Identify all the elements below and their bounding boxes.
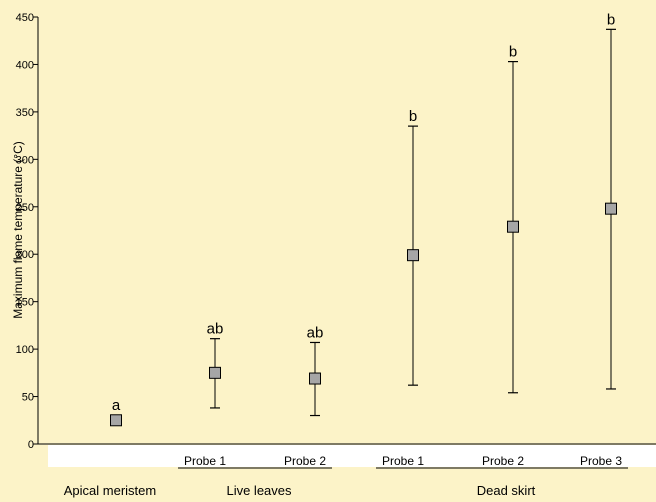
significance-label: a <box>112 397 121 414</box>
group-label: Dead skirt <box>477 483 536 498</box>
y-tick-label: 150 <box>16 297 34 309</box>
category-labels: Probe 1 Probe 2 Probe 1 Probe 2 Probe 3 <box>184 454 622 468</box>
significance-label: b <box>409 108 417 125</box>
significance-label: ab <box>207 321 224 338</box>
mean-marker <box>407 249 419 262</box>
y-tick-label: 50 <box>22 392 34 404</box>
significance-label: b <box>607 11 615 28</box>
category-label: Probe 3 <box>580 454 622 468</box>
mean-marker <box>110 414 122 427</box>
y-tick-label: 0 <box>28 439 34 451</box>
category-label: Probe 2 <box>482 454 524 468</box>
y-tick-label: 250 <box>16 202 34 214</box>
y-tick-label: 300 <box>16 154 34 166</box>
mean-marker <box>309 372 321 385</box>
category-label: Probe 1 <box>382 454 424 468</box>
category-label: Probe 1 <box>184 454 226 468</box>
mean-marker <box>507 220 519 233</box>
y-tick-label: 400 <box>16 59 34 71</box>
category-label: Probe 2 <box>284 454 326 468</box>
y-tick-label: 350 <box>16 107 34 119</box>
significance-label: ab <box>307 324 324 341</box>
y-tick-label: 200 <box>16 249 34 261</box>
label-band <box>48 445 656 467</box>
y-tick-label: 450 <box>16 12 34 24</box>
group-labels: Apical meristem Live leaves Dead skirt <box>64 467 628 498</box>
y-axis-title: Maximum flame temperature (°C) <box>11 141 25 319</box>
plot-area: a ab ab b b b <box>110 11 617 427</box>
mean-marker <box>209 366 221 379</box>
group-label: Apical meristem <box>64 483 156 498</box>
group-label: Live leaves <box>226 483 292 498</box>
significance-label: b <box>509 44 517 61</box>
y-tick-label: 100 <box>16 344 34 356</box>
mean-marker <box>605 202 617 215</box>
y-axis: 0 50 100 150 200 250 300 350 400 450 <box>16 12 39 451</box>
